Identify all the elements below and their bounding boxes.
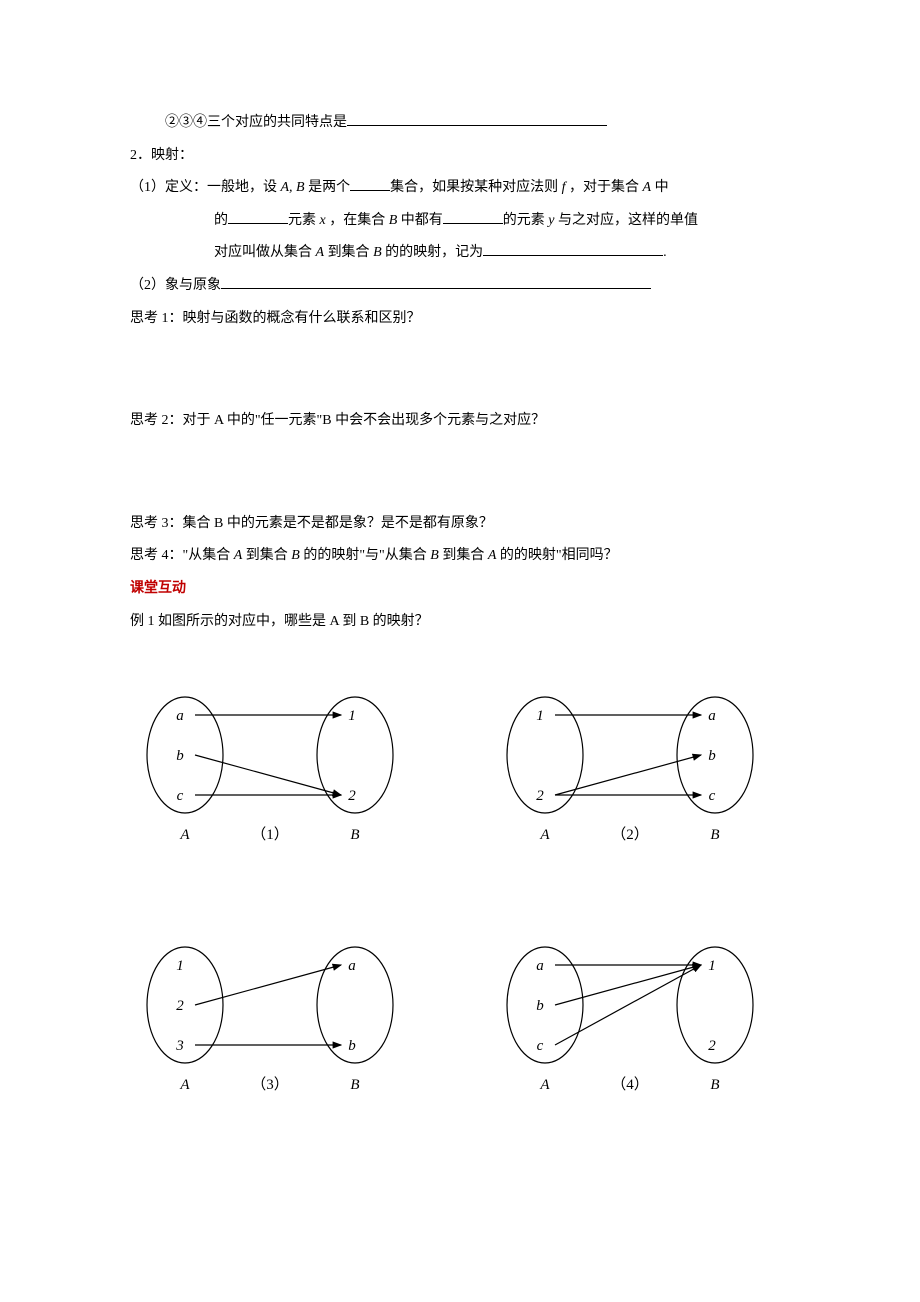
txt: 集合，如果按某种对应法则 xyxy=(390,180,562,195)
svg-text:B: B xyxy=(350,1077,359,1093)
svg-text:b: b xyxy=(708,748,716,764)
line-sk2: 思考 2：对于 A 中的"任一元素"B 中会不会出现多个元素与之对应？ xyxy=(130,408,790,435)
blank xyxy=(221,273,651,289)
svg-text:（1）: （1） xyxy=(251,826,289,843)
txt: 到集合 xyxy=(242,548,291,563)
svg-text:（2）: （2） xyxy=(611,826,649,843)
svg-text:A: A xyxy=(539,1077,550,1093)
sym-A: A xyxy=(643,180,652,195)
svg-text:2: 2 xyxy=(176,998,184,1014)
svg-text:B: B xyxy=(710,1077,719,1093)
svg-text:2: 2 xyxy=(708,1038,716,1054)
svg-text:2: 2 xyxy=(536,788,544,804)
blank xyxy=(347,110,607,126)
txt: 与之对应，这样的单值 xyxy=(555,213,699,228)
diagram-row-1: a b c 1 2 A （1） B 1 2 a b c A （2） B xyxy=(130,685,790,865)
svg-text:B: B xyxy=(350,827,359,843)
txt: 中 xyxy=(651,180,669,195)
svg-text:A: A xyxy=(179,827,190,843)
sym-B: B xyxy=(389,213,398,228)
txt: 对应叫做从集合 xyxy=(214,245,316,260)
blank xyxy=(228,208,288,224)
txt: 思考 3：集合 B 中的元素是不是都是象？是不是都有原象？ xyxy=(130,516,493,531)
diagram-1: a b c 1 2 A （1） B xyxy=(130,685,430,865)
diagram-4: a b c 1 2 A （4） B xyxy=(490,935,790,1115)
txt: 的的映射，记为 xyxy=(382,245,484,260)
txt: 元素 xyxy=(288,213,320,228)
diagram-3: 1 2 3 a b A （3） B xyxy=(130,935,430,1115)
line-kthd: 课堂互动 xyxy=(130,576,790,603)
blank xyxy=(483,240,663,256)
blank xyxy=(443,208,503,224)
svg-text:c: c xyxy=(537,1038,544,1054)
sym-B: B xyxy=(291,548,300,563)
txt: 思考 4："从集合 xyxy=(130,548,234,563)
svg-text:1: 1 xyxy=(176,958,184,974)
txt: （1）定义：一般地，设 xyxy=(130,180,281,195)
svg-text:A: A xyxy=(179,1077,190,1093)
line-def3: 对应叫做从集合 A 到集合 B 的的映射，记为. xyxy=(130,240,790,267)
svg-text:b: b xyxy=(348,1038,356,1054)
svg-text:c: c xyxy=(177,788,184,804)
svg-text:（4）: （4） xyxy=(611,1076,649,1093)
svg-text:（3）: （3） xyxy=(251,1076,289,1093)
sym-B: B xyxy=(430,548,439,563)
diagram-row-2: 1 2 3 a b A （3） B a b c 1 2 A （4） B xyxy=(130,935,790,1115)
txt: 中都有 xyxy=(397,213,443,228)
spacer xyxy=(130,338,790,408)
line-def2: 的元素 x ，在集合 B 中都有的元素 y 与之对应，这样的单值 xyxy=(130,208,790,235)
txt: 的 xyxy=(214,213,228,228)
line-features: ②③④三个对应的共同特点是 xyxy=(130,110,790,137)
dot: . xyxy=(663,245,667,260)
sym-B: B xyxy=(373,245,382,260)
txt: 的的映射"相同吗？ xyxy=(496,548,617,563)
txt: 思考 1：映射与函数的概念有什么联系和区别？ xyxy=(130,311,421,326)
txt: 到集合 xyxy=(324,245,373,260)
blank xyxy=(350,175,390,191)
svg-text:c: c xyxy=(709,788,716,804)
svg-text:a: a xyxy=(348,958,356,974)
line-def1: （1）定义：一般地，设 A, B 是两个集合，如果按某种对应法则 f ，对于集合… xyxy=(130,175,790,202)
svg-text:b: b xyxy=(536,998,544,1014)
diagram-2: 1 2 a b c A （2） B xyxy=(490,685,790,865)
svg-text:B: B xyxy=(710,827,719,843)
svg-text:2: 2 xyxy=(348,788,356,804)
line-ex1: 例 1 如图所示的对应中，哪些是 A 到 B 的映射？ xyxy=(130,609,790,636)
svg-text:A: A xyxy=(539,827,550,843)
svg-text:a: a xyxy=(536,958,544,974)
txt: （2）象与原象 xyxy=(130,278,221,293)
line-sk3: 思考 3：集合 B 中的元素是不是都是象？是不是都有原象？ xyxy=(130,511,790,538)
sym-A: A xyxy=(234,548,243,563)
txt: 思考 2：对于 A 中的"任一元素"B 中会不会出现多个元素与之对应？ xyxy=(130,413,545,428)
txt: 课堂互动 xyxy=(130,581,186,596)
txt: 是两个 xyxy=(305,180,351,195)
svg-text:a: a xyxy=(708,708,716,724)
svg-text:1: 1 xyxy=(708,958,716,974)
svg-text:b: b xyxy=(176,748,184,764)
txt: 的元素 xyxy=(503,213,549,228)
txt: 的的映射"与"从集合 xyxy=(300,548,430,563)
svg-text:a: a xyxy=(176,708,184,724)
sym-AB: A, B xyxy=(281,180,305,195)
txt: 到集合 xyxy=(439,548,488,563)
line-sk1: 思考 1：映射与函数的概念有什么联系和区别？ xyxy=(130,306,790,333)
txt: ，在集合 xyxy=(326,213,389,228)
line-section2: 2．映射： xyxy=(130,143,790,170)
sym-A: A xyxy=(316,245,325,260)
line-xiang: （2）象与原象 xyxy=(130,273,790,300)
txt: 例 1 如图所示的对应中，哪些是 A 到 B 的映射？ xyxy=(130,614,429,629)
svg-text:3: 3 xyxy=(175,1038,184,1054)
spacer xyxy=(130,441,790,511)
svg-text:1: 1 xyxy=(348,708,356,724)
txt: ，对于集合 xyxy=(566,180,643,195)
svg-text:1: 1 xyxy=(536,708,544,724)
txt: ②③④三个对应的共同特点是 xyxy=(158,115,347,130)
line-sk4: 思考 4："从集合 A 到集合 B 的的映射"与"从集合 B 到集合 A 的的映… xyxy=(130,543,790,570)
txt: 2．映射： xyxy=(130,148,193,163)
